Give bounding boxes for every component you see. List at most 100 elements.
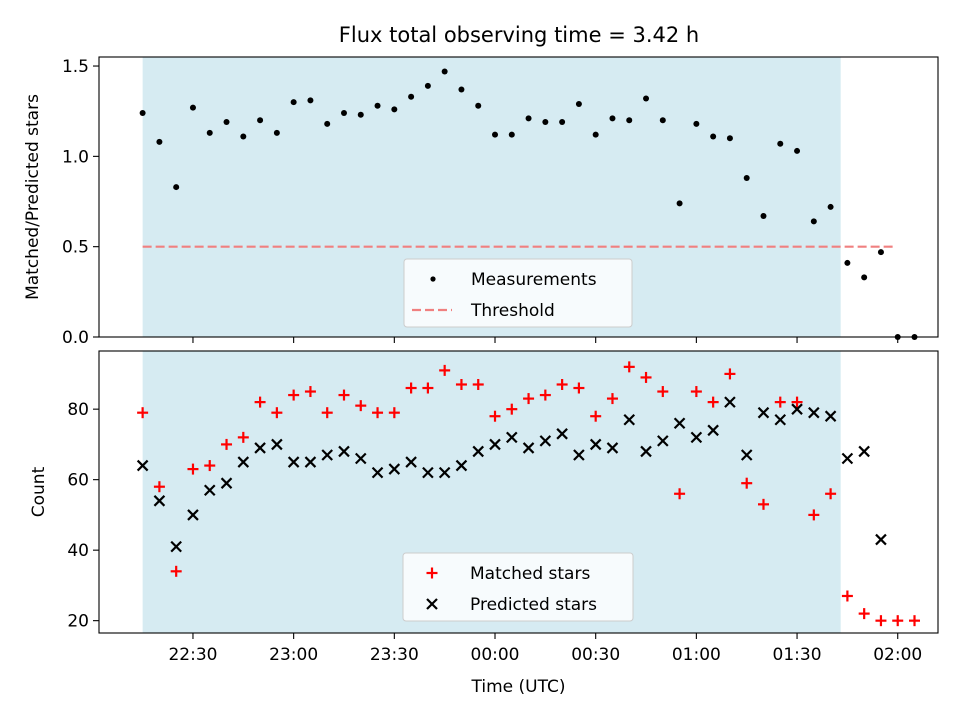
matched-star-point <box>741 477 753 489</box>
matched-star-point <box>472 378 484 390</box>
measurement-point <box>508 131 515 138</box>
matched-star-point <box>690 386 702 398</box>
matched-star-point <box>338 389 350 401</box>
y-tick-label: 1.0 <box>62 147 89 167</box>
predicted-star-point <box>623 413 636 426</box>
measurement-point <box>810 218 817 225</box>
predicted-star-point <box>338 445 350 458</box>
matched-star-point <box>674 488 686 500</box>
matched-star-point <box>774 396 786 408</box>
predicted-star-point <box>673 417 686 430</box>
matched-star-point <box>657 386 669 398</box>
measurement-point <box>575 100 582 107</box>
measurement-point <box>458 86 465 93</box>
matched-star-point <box>170 565 182 577</box>
matched-star-point <box>825 488 837 500</box>
legend-threshold-label: Threshold <box>470 301 555 321</box>
predicted-star-point <box>153 495 166 507</box>
predicted-star-point <box>506 431 518 444</box>
measurement-point <box>542 119 549 126</box>
measurement-point <box>223 119 230 126</box>
matched-star-point <box>422 382 434 394</box>
predicted-star-point <box>136 459 149 472</box>
predicted-star-point <box>589 438 602 451</box>
predicted-star-point <box>640 445 652 458</box>
legend-measurements-label: Measurements <box>471 270 597 290</box>
predicted-star-point <box>388 463 401 475</box>
matched-star-point <box>506 403 518 415</box>
matched-star-point <box>757 498 769 510</box>
measurement-point <box>307 97 314 104</box>
predicted-star-point <box>472 445 485 458</box>
legend-box <box>403 258 633 328</box>
matched-star-point <box>388 407 400 419</box>
measurement-point <box>525 115 532 122</box>
y-tick-label: 40 <box>67 541 89 561</box>
measurement-point <box>676 200 683 207</box>
matched-star-point <box>640 371 652 383</box>
matched-star-point <box>355 400 367 412</box>
y-tick-label: 20 <box>67 612 89 632</box>
measurement-point <box>626 117 633 124</box>
measurement-point <box>760 212 767 219</box>
matched-star-point <box>523 393 535 405</box>
measurement-point <box>794 147 801 154</box>
measurement-point <box>290 99 297 106</box>
matched-star-point <box>489 410 501 422</box>
predicted-star-point <box>657 435 669 447</box>
matched-star-point <box>573 382 585 394</box>
measurement-point <box>257 117 264 124</box>
measurement-point <box>710 133 717 140</box>
measurement-point <box>441 68 448 75</box>
measurement-point <box>777 140 784 147</box>
measurement-point <box>693 120 700 127</box>
measurement-point <box>827 203 834 210</box>
y-tick-label: 60 <box>67 471 89 491</box>
measurement-point <box>189 104 196 111</box>
matched-star-point <box>841 590 853 602</box>
matched-star-point <box>372 407 384 419</box>
x-tick-label: 23:00 <box>269 645 318 665</box>
x-tick-label: 00:00 <box>471 645 520 665</box>
predicted-star-point <box>757 406 770 419</box>
measurements-points <box>139 68 918 340</box>
matched-star-point <box>623 361 635 373</box>
measurement-point <box>844 259 851 266</box>
predicted-star-point <box>422 466 434 479</box>
measurement-point <box>156 138 163 145</box>
measurement-point <box>206 129 213 136</box>
x-tick-label: 23:30 <box>370 645 419 665</box>
predicted-star-point <box>573 449 585 461</box>
x-tick-label: 00:30 <box>571 645 620 665</box>
predicted-star-point <box>707 424 719 437</box>
measurement-point <box>357 111 364 118</box>
x-tick-label: 01:30 <box>773 645 822 665</box>
bottom-axes-frame <box>98 350 939 634</box>
top-axes-frame <box>98 56 939 338</box>
bottom-y-axis-label: Count <box>29 466 49 517</box>
predicted-star-point <box>187 509 199 521</box>
matched-star-point <box>455 378 467 390</box>
measurement-point <box>659 117 666 124</box>
matched-star-point <box>153 481 165 493</box>
top-legend: Measurements Threshold <box>403 258 633 328</box>
x-tick-label: 01:00 <box>672 645 721 665</box>
legend-predicted-symbol <box>426 598 438 610</box>
matched-star-point <box>539 389 551 401</box>
count-points <box>136 361 921 627</box>
measurement-point <box>726 135 733 142</box>
measurement-point <box>643 95 650 102</box>
predicted-star-point <box>287 456 300 468</box>
top-y-axis-label: Matched/Predicted stars <box>23 94 43 300</box>
measurement-point <box>877 249 884 256</box>
predicted-star-point <box>438 466 451 479</box>
predicted-star-point <box>858 445 870 458</box>
predicted-star-point <box>405 456 417 468</box>
predicted-star-point <box>321 449 333 461</box>
measurement-point <box>273 129 280 136</box>
matched-star-point <box>405 382 417 394</box>
matched-star-point <box>321 407 333 419</box>
matched-star-point <box>858 608 870 620</box>
x-tick-label: 22:30 <box>168 645 217 665</box>
